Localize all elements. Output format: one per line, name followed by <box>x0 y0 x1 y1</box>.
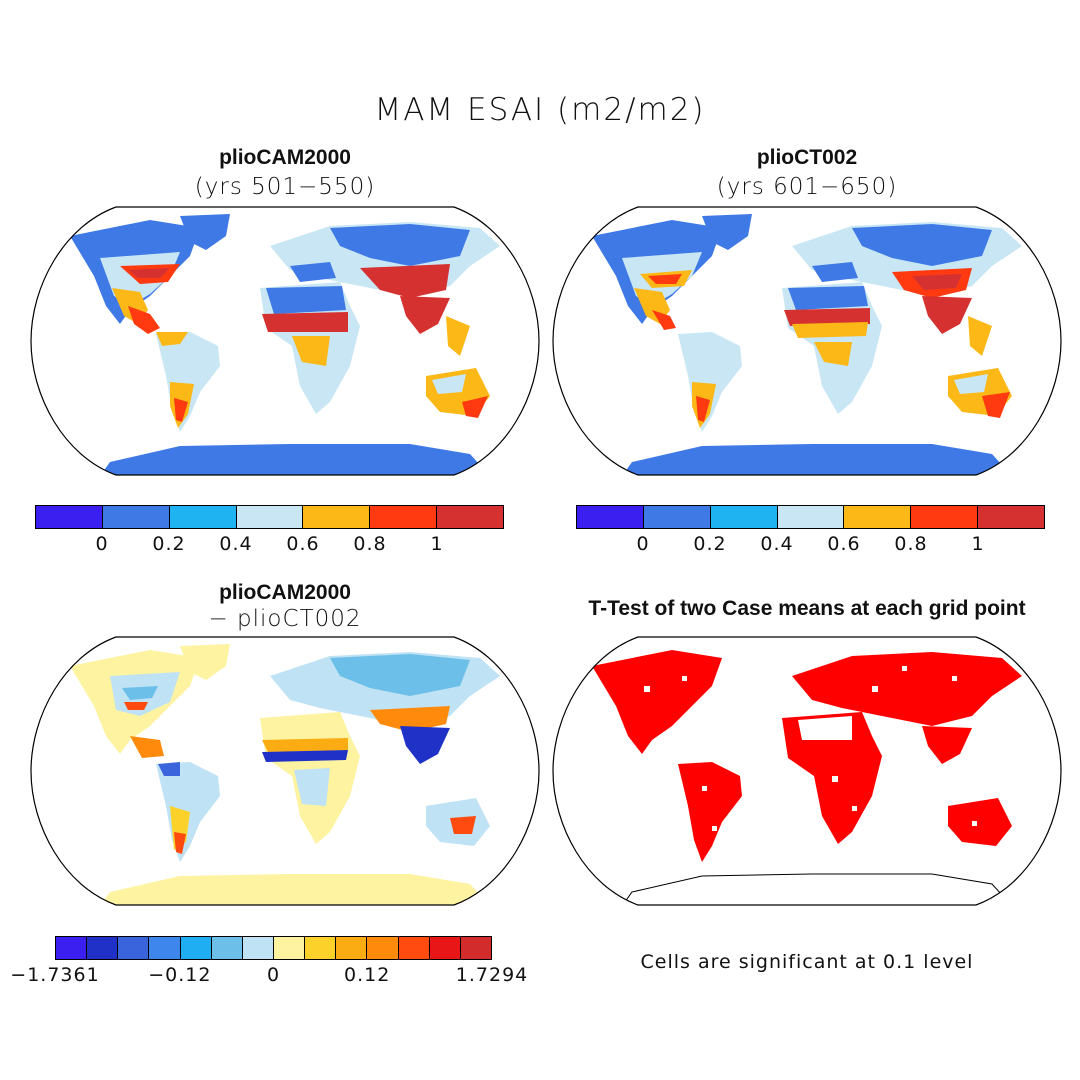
colorbar-tick-label: 0.2 <box>693 533 727 555</box>
colorbar-tick-label: 0.4 <box>219 533 253 555</box>
panel-4-title: T-Test of two Case means at each grid po… <box>588 597 1026 620</box>
colorbar-tick-label: 0 <box>636 533 650 555</box>
colorbar-swatch <box>303 506 371 528</box>
colorbar-swatch <box>305 937 337 959</box>
panel-2-subtitle: (yrs 601−650) <box>716 174 898 200</box>
panel-1-subtitle: (yrs 501−550) <box>194 174 376 200</box>
colorbar-swatch <box>398 937 430 959</box>
colorbar-panel-2 <box>576 505 1045 529</box>
colorbar-tick-label: 0.6 <box>827 533 861 555</box>
panel-3-subtitle: − plioCT002 <box>208 606 362 632</box>
colorbar-swatch <box>911 506 979 528</box>
colorbar-tick-label: 0 <box>95 533 109 555</box>
colorbar-swatch <box>643 506 711 528</box>
colorbar-swatch <box>56 937 88 959</box>
colorbar-swatch <box>577 506 644 528</box>
colorbar-tick-label: 0 <box>266 964 281 986</box>
colorbar-tick-label: −0.12 <box>148 964 212 986</box>
colorbar-swatch <box>118 937 150 959</box>
map-panel-3 <box>30 636 540 906</box>
panel-2-title: plioCT002 <box>756 146 858 169</box>
colorbar-swatch <box>336 937 368 959</box>
colorbar-tick-label: 0.2 <box>152 533 186 555</box>
colorbar-swatch <box>367 937 399 959</box>
colorbar-swatch <box>437 506 504 528</box>
colorbar-tick-label: 1 <box>430 533 444 555</box>
colorbar-swatch <box>211 937 243 959</box>
colorbar-swatch <box>460 937 491 959</box>
map-panel-2 <box>552 206 1062 476</box>
colorbar-tick-label: 0.12 <box>343 964 391 986</box>
colorbar-swatch <box>429 937 461 959</box>
colorbar-panel-1 <box>35 505 504 529</box>
colorbar-panel-3 <box>55 936 492 960</box>
colorbar-swatch <box>273 937 306 959</box>
colorbar-tick-label: 1.7294 <box>455 964 529 986</box>
colorbar-tick-label: 0.8 <box>894 533 928 555</box>
colorbar-tick-label: 0.6 <box>286 533 320 555</box>
panel-3-title: plioCAM2000 <box>219 581 351 604</box>
colorbar-swatch <box>169 506 237 528</box>
colorbar-swatch <box>242 937 274 959</box>
colorbar-tick-label: −1.7361 <box>10 964 100 986</box>
colorbar-tick-label: 0.8 <box>353 533 387 555</box>
colorbar-swatch <box>180 937 212 959</box>
colorbar-swatch <box>149 937 181 959</box>
significance-note: Cells are significant at 0.1 level <box>640 951 974 973</box>
colorbar-tick-label: 1 <box>971 533 985 555</box>
colorbar-swatch <box>978 506 1045 528</box>
map-panel-4 <box>552 636 1062 906</box>
colorbar-swatch <box>236 506 304 528</box>
colorbar-tick-label: 0.4 <box>760 533 794 555</box>
colorbar-swatch <box>36 506 103 528</box>
colorbar-swatch <box>370 506 438 528</box>
colorbar-swatch <box>710 506 778 528</box>
colorbar-swatch <box>844 506 912 528</box>
figure-title: MAM ESAI (m2/m2) <box>374 92 706 128</box>
map-panel-1 <box>30 206 540 476</box>
panel-1-title: plioCAM2000 <box>219 146 351 169</box>
colorbar-swatch <box>777 506 845 528</box>
colorbar-swatch <box>102 506 170 528</box>
colorbar-swatch <box>87 937 119 959</box>
